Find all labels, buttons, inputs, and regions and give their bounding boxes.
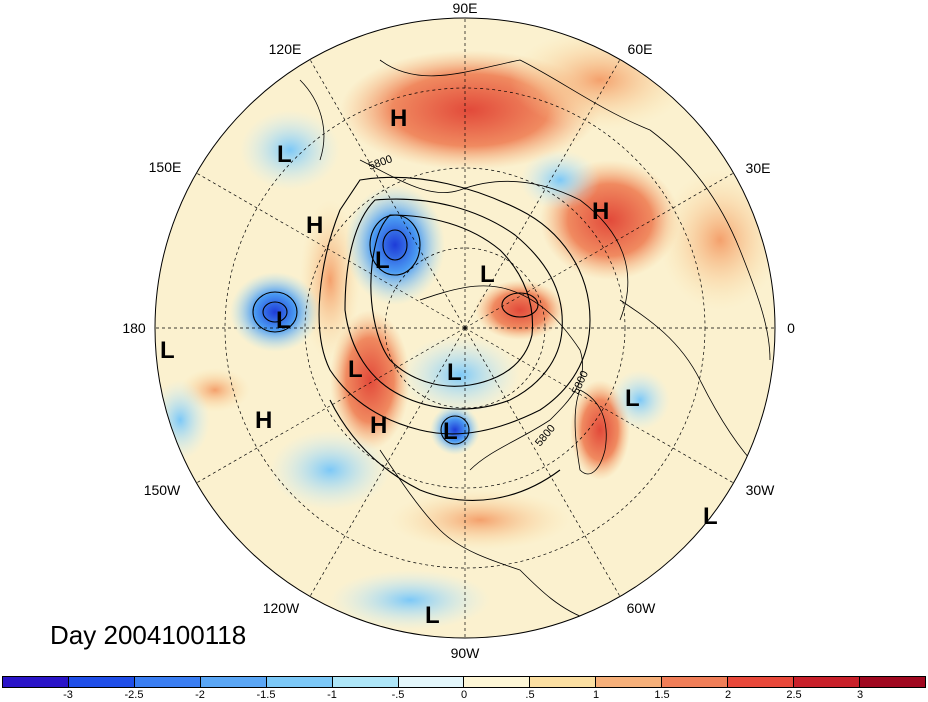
colorbar-segment (332, 677, 399, 687)
colorbar-tick-label: 3 (856, 689, 864, 701)
lon-label-120w: 120W (263, 600, 300, 616)
lon-label-150w: 150W (144, 482, 181, 498)
colorbar-tick-label: 0 (460, 689, 468, 701)
lon-label-150e: 150E (149, 159, 182, 175)
colorbar-tick-label: -1 (327, 689, 337, 701)
colorbar-tick-label: 1 (592, 689, 600, 701)
high-marker: H (390, 105, 407, 132)
lon-label-90w: 90W (451, 645, 481, 661)
low-marker: L (276, 307, 291, 334)
colorbar-segment (266, 677, 333, 687)
colorbar-segment (728, 677, 795, 687)
lon-label-90e: 90E (453, 0, 478, 16)
low-marker: L (443, 418, 458, 445)
lon-label-180: 180 (122, 320, 146, 336)
longitude-labels: 90E 60E 30E 0 30W 60W 90W 120W 150W 180 … (122, 0, 795, 661)
high-marker: H (592, 198, 609, 225)
low-marker: L (625, 385, 640, 412)
colorbar-segment (3, 677, 69, 687)
day-prefix: Day (50, 620, 97, 650)
colorbar-tick-label: 2 (724, 689, 732, 701)
low-marker: L (703, 503, 718, 530)
low-marker: L (348, 356, 363, 383)
colorbar-tick-label: -1.5 (256, 689, 276, 701)
height-contours (252, 176, 591, 501)
day-label: Day 2004100118 (50, 620, 246, 651)
colorbar-segment (68, 677, 135, 687)
lon-label-120e: 120E (269, 41, 302, 57)
colorbar-tick-label: 2.5 (786, 689, 802, 701)
lon-label-60w: 60W (627, 600, 657, 616)
high-marker: H (370, 412, 387, 439)
colorbar-segment (464, 677, 531, 687)
low-marker: L (480, 261, 495, 288)
day-value: 2004100118 (103, 620, 247, 650)
colorbar-segment (530, 677, 597, 687)
low-marker: L (160, 337, 175, 364)
colorbar-tick-label: .5 (525, 689, 535, 701)
colorbar-segment (596, 677, 663, 687)
colorbar-labels: -3 -2.5 -2 -1.5 -1 -.5 0 .5 1 1.5 2 2.5 3 (2, 689, 926, 702)
graticule (155, 18, 775, 638)
colorbar-segment (134, 677, 201, 687)
colorbar-segment (398, 677, 465, 687)
low-marker: L (277, 141, 292, 168)
low-marker: L (425, 602, 440, 629)
lon-label-0: 0 (787, 320, 795, 336)
colorbar-tick-label: -2.5 (124, 689, 144, 701)
colorbar-segment (662, 677, 729, 687)
colorbar (2, 676, 926, 688)
lon-label-30e: 30E (746, 160, 771, 176)
high-marker: H (306, 212, 323, 239)
lon-label-30w: 30W (746, 482, 776, 498)
colorbar-tick-label: 1.5 (654, 689, 670, 701)
lon-label-60e: 60E (628, 41, 653, 57)
low-marker: L (447, 359, 462, 386)
colorbar-tick-label: -3 (63, 689, 73, 701)
map-border (154, 17, 776, 639)
colorbar-segment (794, 677, 860, 687)
colorbar-segment (859, 677, 925, 687)
colorbar-segment (200, 677, 267, 687)
low-marker: L (375, 247, 390, 274)
pressure-centers: H H H H H L L L L L L L L L L L L (160, 105, 718, 629)
colorbar-tick-label: -2 (195, 689, 205, 701)
coastlines (299, 59, 771, 621)
colorbar-tick-label: -.5 (391, 689, 405, 701)
high-marker: H (255, 407, 272, 434)
